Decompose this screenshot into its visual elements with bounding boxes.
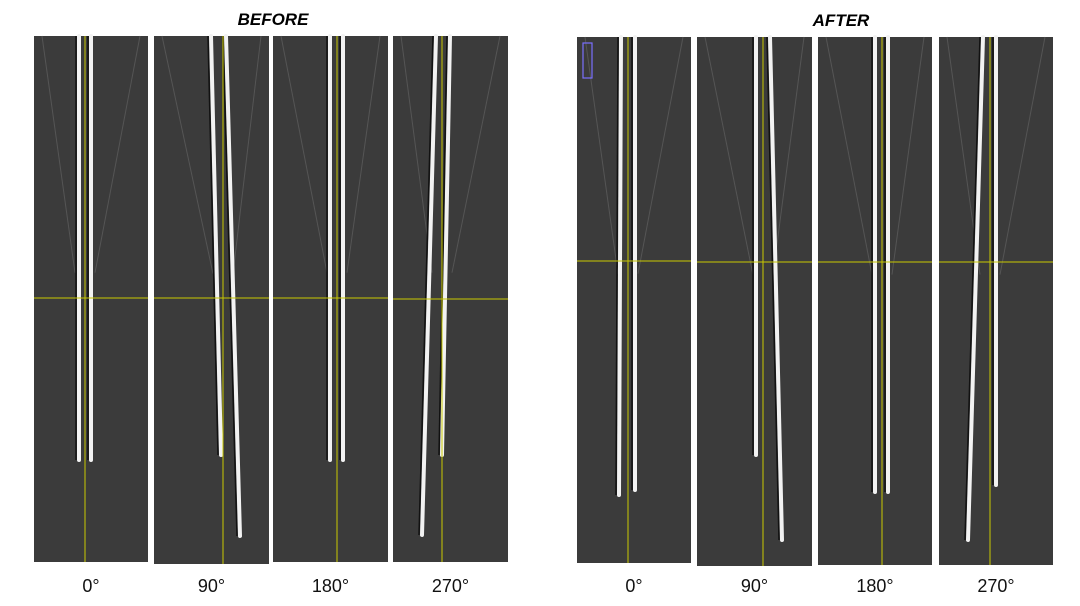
needle-shadow: [207, 35, 219, 456]
panels: 0° 90° 180° 270° 0° 90° 180° 270°: [34, 34, 1053, 596]
cone-edge: [584, 36, 619, 274]
needle-edge: [224, 34, 242, 538]
after-title: AFTER: [812, 11, 870, 30]
cone-edge: [704, 36, 754, 276]
cone-edge: [94, 35, 141, 273]
cone-edge: [451, 35, 501, 273]
cone-edge: [346, 35, 381, 273]
needle-shadow: [766, 36, 780, 541]
angle-label: 270°: [432, 576, 469, 596]
needle-edge: [617, 35, 623, 497]
needle-edge: [966, 35, 985, 542]
needle-edge: [440, 34, 452, 457]
needle-edge: [420, 34, 438, 537]
cone-edge: [161, 35, 214, 274]
needle-shadow: [615, 36, 619, 496]
angle-label: 90°: [198, 576, 225, 596]
needle-shadow: [222, 35, 238, 537]
cone-edge: [825, 36, 873, 275]
cone-edge: [637, 36, 684, 274]
roi-box: [582, 42, 593, 79]
cone-edge: [280, 35, 328, 273]
needle-edge: [209, 34, 223, 457]
cone-edge: [232, 35, 262, 274]
angle-label: 180°: [856, 576, 893, 596]
needle-shadow: [438, 35, 448, 456]
angle-label: 0°: [625, 576, 642, 596]
needle-shadow: [964, 36, 981, 541]
cone-edge: [891, 36, 925, 275]
cone-edge: [999, 36, 1046, 275]
cone-edge: [772, 36, 805, 276]
angle-label: 180°: [312, 576, 349, 596]
cone-edge: [41, 35, 76, 273]
before-title: BEFORE: [238, 10, 310, 29]
angle-label: 0°: [82, 576, 99, 596]
angle-label: 90°: [741, 576, 768, 596]
angle-label: 270°: [977, 576, 1014, 596]
needle-shadow: [418, 35, 434, 536]
needle-edge: [768, 35, 784, 542]
